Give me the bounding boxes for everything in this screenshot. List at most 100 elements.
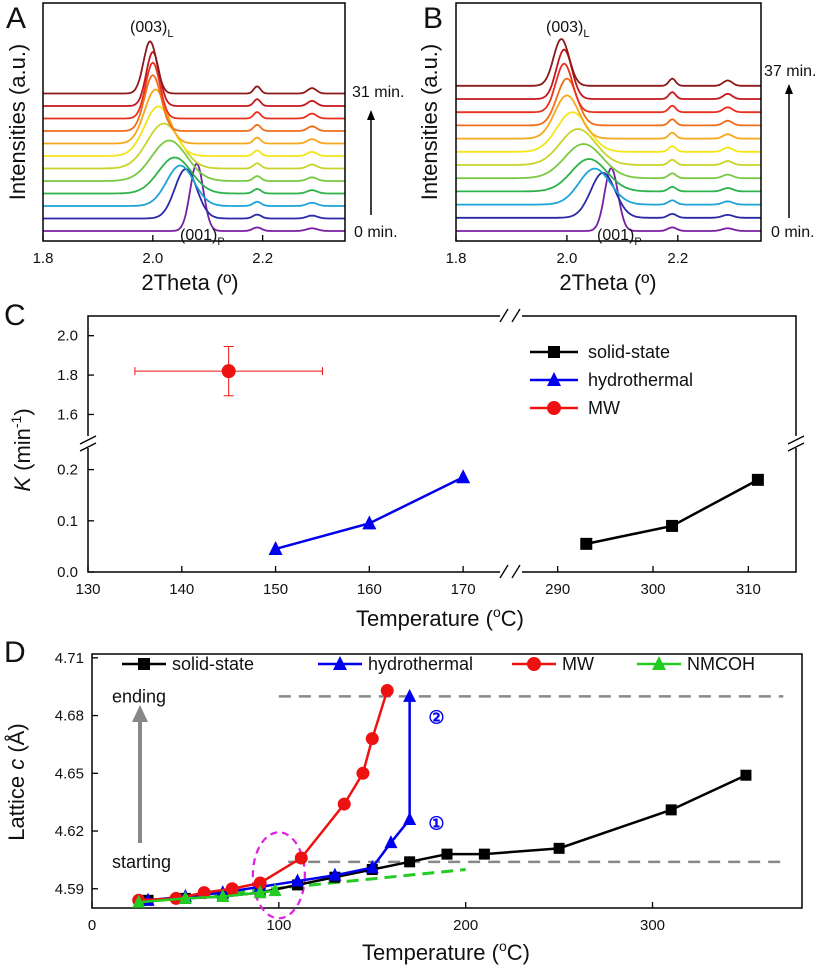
panel-c-xtick-label-7: 310 (736, 581, 761, 598)
panel-d-plot: ending starting ① ② (112, 684, 784, 920)
panel-d-point-MW-9 (380, 684, 394, 698)
panel-c-left-break-mark-2 (79, 442, 97, 452)
panel-d-legend-marker-0 (138, 658, 150, 670)
panel-d-starting-label: starting (112, 852, 171, 872)
panel-b-xtick-label-1: 2.0 (556, 250, 577, 267)
panel-c-top-break-mark-2 (511, 308, 521, 323)
panel-d-point-NMCOH-3 (253, 885, 267, 899)
panel-c-legend: solid-state hydrothermal MW (530, 342, 693, 418)
panel-a-xtick-label-2: 2.2 (252, 250, 273, 267)
panel-c-legend-label-0: solid-state (588, 342, 670, 362)
panel-label-d: D (4, 636, 26, 669)
panel-d-point-NMCOH-2 (216, 888, 230, 902)
panel-c-ytick-low-label-2: 0.2 (57, 462, 78, 479)
panel-b-curve-6 (456, 111, 761, 153)
panel-d-nmcoh-trend (138, 868, 466, 904)
panel-c-xtick-label-0: 130 (75, 581, 100, 598)
panel-a-plot (43, 40, 345, 232)
panel-d-ytick-label-1: 4.62 (55, 823, 84, 840)
panel-d-legend-marker-1 (333, 656, 347, 670)
panel-d-point-MW-4 (253, 876, 267, 890)
panel-d-legend-label-3: NMCOH (687, 654, 755, 674)
panel-c-legend-label-1: hydrothermal (588, 370, 693, 390)
panel-d-point-NMCOH-0 (132, 894, 146, 908)
panel-a-x-ticks: 1.8 2.0 2.2 (33, 235, 273, 267)
panel-b-curve-3 (456, 158, 761, 193)
panel-d-point-hydrothermal-7 (384, 835, 398, 849)
panel-c-xtick-label-6: 300 (640, 581, 665, 598)
panel-d-point-solid-state-10 (553, 842, 565, 854)
panel-d-highlight-ellipse (251, 831, 306, 920)
panel-a-curve-7 (43, 88, 345, 145)
panel-c-point-solid-state-0 (580, 537, 593, 550)
panel-a-time-end: 31 min. (352, 84, 404, 101)
panel-c-point-hydrothermal-2 (456, 469, 471, 484)
panel-b-x-ticks: 1.8 2.0 2.2 (446, 235, 688, 267)
panel-d-ytick-label-2: 4.65 (55, 765, 84, 782)
panel-b-xlabel: 2Theta (º) (559, 270, 656, 295)
panel-a-curve-3 (43, 156, 345, 195)
panel-d-point-hydrothermal-8 (403, 811, 417, 825)
panel-label-c: C (4, 299, 26, 332)
panel-c-legend-marker-0 (548, 346, 560, 358)
panel-b-curve-9 (456, 62, 761, 114)
panel-c-right-break-mark-1 (787, 435, 805, 445)
panel-c-top-break-mark-1 (499, 308, 509, 323)
panel-d-ytick-label-3: 4.68 (55, 708, 84, 725)
panel-d-ending-label: ending (112, 686, 166, 706)
panel-c-ylabel: K (min-1) (8, 408, 35, 491)
panel-d-point-MW-3 (225, 882, 239, 896)
panel-b-curve-7 (456, 94, 761, 140)
panel-c-xtick-label-1: 140 (169, 581, 194, 598)
panel-b: B 1.8 2.0 2.2 2Theta (º) Intensities (a.u.… (417, 2, 816, 295)
panel-d-xtick-label-2: 200 (453, 917, 478, 934)
panel-b-plot (456, 37, 761, 232)
panel-d-ytick-label-0: 4.59 (55, 881, 84, 898)
panel-c-frame (87, 315, 797, 573)
panel-d-grey-arrowhead (132, 705, 148, 722)
panel-a-curve-10 (43, 50, 345, 107)
panel-a-curve-0 (43, 162, 345, 232)
panel-c-xtick-label-2: 150 (263, 581, 288, 598)
panel-a-peak-L-label: (003)L (130, 19, 173, 40)
panel-a-curve-6 (43, 105, 345, 157)
panel-b-curve-2 (456, 167, 761, 206)
panel-d-point-NMCOH-1 (178, 890, 192, 904)
panel-d-point-hydrothermal-9 (403, 688, 417, 702)
panel-d-point-solid-state-12 (740, 769, 752, 781)
panel-a-frame (42, 2, 346, 242)
panel-a-time-arrowhead (367, 110, 375, 120)
panel-b-time-arrowhead (785, 84, 793, 94)
panel-d-line-solid-state (147, 774, 747, 902)
panel-d-xtick-label-1: 100 (266, 917, 291, 934)
panel-c-legend-marker-2 (547, 401, 561, 415)
panel-d-ytick-label-4: 4.71 (55, 650, 84, 667)
panel-label-a: A (6, 2, 26, 35)
panel-a-xtick-label-0: 1.8 (33, 250, 54, 267)
panel-label-b: B (423, 2, 443, 35)
panel-d-legend-label-1: hydrothermal (368, 654, 473, 674)
panel-a-curve-9 (43, 61, 345, 120)
panel-c-legend-label-2: MW (588, 398, 620, 418)
panel-d-xlabel: Temperature (oC) (362, 938, 530, 965)
panel-d-step-1-label: ① (428, 813, 444, 833)
panel-b-curve-5 (456, 128, 761, 166)
panel-d-point-NMCOH-4 (268, 883, 282, 897)
panel-c-ytick-low-label-0: 0.0 (57, 564, 78, 581)
panel-d-point-solid-state-9 (478, 848, 490, 860)
panel-d-legend-label-0: solid-state (172, 654, 254, 674)
panel-a-curve-2 (43, 164, 345, 207)
panel-d-point-solid-state-8 (441, 848, 453, 860)
panel-c-point-hydrothermal-0 (268, 540, 283, 555)
panel-a-curve-8 (43, 74, 345, 132)
panel-c-bottom-break-mark-1 (499, 564, 509, 579)
panel-c-point-MW-0 (221, 364, 236, 379)
panel-d-point-MW-7 (356, 766, 370, 780)
panel-c: C 130 140 150 160 170 290 300 310 0.0 0.1 0.2 1.6 1.… (4, 299, 805, 631)
panel-a-xtick-label-1: 2.0 (142, 250, 163, 267)
panel-b-curve-11 (456, 37, 761, 87)
panel-b-curve-10 (456, 48, 761, 100)
panel-d-point-MW-2 (197, 886, 211, 900)
panel-c-xlabel: Temperature (oC) (356, 604, 524, 631)
